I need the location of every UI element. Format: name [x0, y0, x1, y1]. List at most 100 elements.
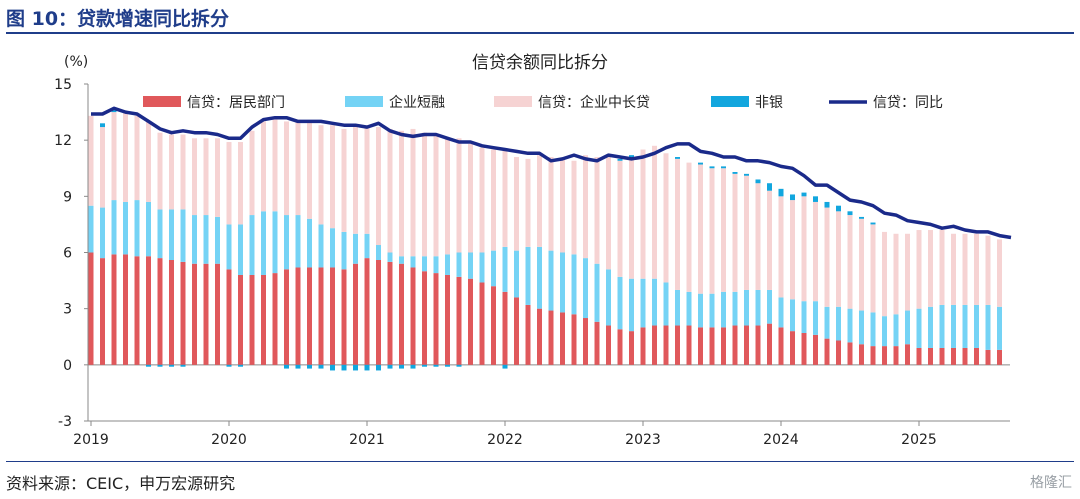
bar-nonbank	[836, 205, 841, 212]
bar-nonbank	[456, 364, 462, 367]
y-tick-label: 15	[54, 77, 72, 93]
bar-corp-short	[709, 293, 715, 328]
bar-corp-short	[226, 224, 232, 270]
bar-nonbank	[146, 364, 151, 367]
bar-household	[997, 349, 1002, 365]
bar-household	[882, 346, 887, 365]
bar-corp-short	[341, 231, 347, 270]
bar-household	[640, 327, 646, 365]
bar-corp-short	[215, 216, 220, 264]
bar-household	[192, 263, 197, 365]
bar-corp-long	[916, 230, 922, 309]
bar-household	[410, 267, 416, 365]
bar-household	[111, 254, 117, 365]
bar-household	[571, 314, 577, 365]
title-rule	[6, 32, 1074, 34]
bar-household	[939, 347, 945, 365]
bar-household	[847, 342, 853, 365]
legend-nonbank-swatch	[711, 96, 749, 107]
bar-corp-long	[88, 115, 94, 206]
bar-nonbank	[445, 364, 450, 367]
bar-corp-short	[318, 224, 324, 268]
bar-nonbank	[433, 364, 439, 367]
bar-corp-long	[732, 173, 738, 292]
bar-corp-long	[813, 201, 818, 302]
y-tick-label: -3	[58, 414, 72, 430]
bar-household	[88, 252, 94, 365]
bar-corp-long	[433, 134, 439, 257]
bar-corp-short	[606, 269, 611, 326]
bar-corp-long	[882, 231, 887, 317]
bar-household	[433, 273, 439, 365]
bar-corp-short	[410, 256, 416, 268]
bar-corp-long	[111, 112, 117, 201]
bar-nonbank	[721, 166, 726, 169]
bar-corp-short	[399, 256, 404, 264]
bar-nonbank	[744, 173, 749, 176]
bar-household	[732, 325, 738, 365]
legend-nonbank-label: 非银	[755, 95, 783, 111]
bar-corp-short	[594, 263, 600, 322]
bar-corp-long	[272, 119, 278, 212]
bar-household	[284, 269, 289, 365]
bar-corp-short	[169, 209, 174, 260]
bar-corp-short	[249, 215, 255, 275]
bar-household	[261, 274, 266, 365]
bar-household	[606, 325, 611, 365]
bar-corp-long	[146, 121, 151, 202]
line-total-growth	[91, 106, 1012, 240]
bar-corp-long	[123, 112, 128, 202]
bar-corp-short	[732, 291, 738, 326]
bar-corp-short	[111, 200, 117, 255]
bar-corp-short	[307, 218, 312, 268]
bar-corp-short	[629, 278, 634, 332]
bar-nonbank	[353, 364, 358, 371]
bar-corp-short	[916, 308, 922, 348]
bar-corp-long	[537, 155, 542, 247]
bar-corp-short	[824, 306, 830, 339]
bar-nonbank	[157, 364, 163, 367]
bar-household	[445, 274, 450, 365]
bar-nonbank	[778, 188, 784, 197]
x-tick-label: 2020	[211, 432, 247, 448]
bar-corp-short	[272, 211, 278, 274]
bar-household	[134, 256, 140, 365]
bar-corp-short	[813, 301, 818, 335]
bar-corp-short	[652, 278, 657, 326]
bar-nonbank	[422, 364, 427, 367]
bar-corp-long	[836, 211, 841, 307]
bar-corp-long	[847, 215, 853, 309]
bar-corp-short	[928, 306, 933, 348]
bar-corp-short	[88, 205, 94, 253]
bar-household	[502, 291, 508, 365]
bar-nonbank	[226, 364, 232, 367]
bar-corp-short	[583, 258, 588, 319]
bar-household	[951, 347, 956, 365]
bar-household	[836, 340, 841, 365]
bar-household	[755, 325, 761, 365]
bar-corp-long	[226, 142, 232, 225]
x-tick-label: 2024	[763, 432, 799, 448]
bar-household	[123, 254, 128, 365]
bar-corp-long	[905, 233, 910, 311]
legend-total-growth-label: 信贷：同比	[873, 95, 943, 111]
bar-corp-short	[801, 301, 807, 334]
bar-corp-short	[364, 233, 370, 259]
bar-household	[157, 258, 163, 365]
bar-corp-short	[468, 252, 473, 279]
bar-corp-long	[859, 218, 864, 311]
bar-nonbank	[100, 123, 105, 128]
bar-corp-short	[939, 304, 945, 348]
bar-corp-long	[744, 175, 749, 290]
bar-corp-long	[974, 233, 979, 305]
bar-household	[824, 338, 830, 365]
bar-nonbank	[399, 364, 404, 369]
bar-nonbank	[295, 364, 301, 369]
bar-household	[985, 349, 991, 365]
bar-household	[663, 325, 669, 365]
bar-nonbank	[376, 364, 381, 371]
bar-corp-short	[548, 250, 554, 311]
source-note: 资料来源：CEIC，申万宏源研究	[6, 474, 236, 493]
bar-corp-long	[456, 138, 462, 253]
